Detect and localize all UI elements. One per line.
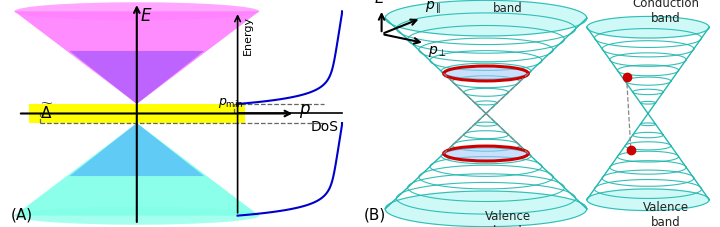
Polygon shape bbox=[14, 11, 259, 104]
Polygon shape bbox=[385, 0, 587, 36]
Text: $p$: $p$ bbox=[299, 102, 310, 120]
Text: $E$: $E$ bbox=[374, 0, 386, 6]
Text: Valence
band: Valence band bbox=[643, 201, 689, 227]
Text: $p_{\perp}$: $p_{\perp}$ bbox=[428, 44, 447, 59]
Text: $\widetilde{\Delta}$: $\widetilde{\Delta}$ bbox=[40, 103, 54, 122]
Polygon shape bbox=[385, 191, 587, 227]
Text: DoS: DoS bbox=[310, 120, 338, 134]
Ellipse shape bbox=[444, 146, 528, 161]
Polygon shape bbox=[587, 189, 709, 211]
Text: $E$: $E$ bbox=[140, 7, 153, 25]
Polygon shape bbox=[69, 123, 204, 176]
Polygon shape bbox=[587, 16, 709, 38]
Polygon shape bbox=[29, 104, 245, 123]
Text: $p_{\mathrm{min}}$: $p_{\mathrm{min}}$ bbox=[217, 96, 243, 110]
Polygon shape bbox=[69, 51, 204, 104]
Ellipse shape bbox=[14, 2, 259, 20]
Text: Conduction
band: Conduction band bbox=[474, 0, 541, 15]
Polygon shape bbox=[14, 123, 259, 216]
Ellipse shape bbox=[14, 207, 259, 225]
Text: Valence
band: Valence band bbox=[485, 210, 531, 227]
Ellipse shape bbox=[444, 66, 528, 81]
Text: (A): (A) bbox=[11, 207, 33, 222]
Text: Conduction
band: Conduction band bbox=[632, 0, 700, 25]
Text: $p_{\parallel}$: $p_{\parallel}$ bbox=[425, 0, 441, 16]
Text: (B): (B) bbox=[364, 207, 386, 222]
Text: Energy: Energy bbox=[243, 16, 253, 55]
